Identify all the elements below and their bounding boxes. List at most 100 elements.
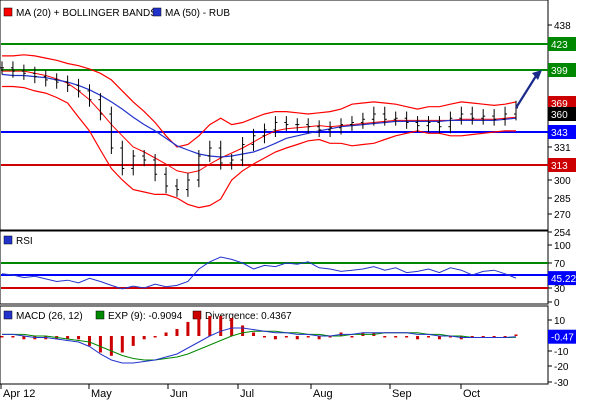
divergence-bar <box>142 336 146 340</box>
level-label-343-box <box>548 125 576 139</box>
macd-value-label-box <box>548 329 576 344</box>
divergence-bar <box>416 336 420 340</box>
divergence-bar <box>262 336 266 338</box>
legend-swatch-rsi <box>3 235 13 245</box>
month-label-6: Oct <box>463 388 480 400</box>
series-ma50 <box>1 73 517 158</box>
divergence-bar <box>295 336 299 340</box>
series-upper-band <box>2 54 517 148</box>
legend-label-divergence: Divergence: 0.4367 <box>205 311 292 322</box>
price-legend: MA (20) + BOLLINGER BANDS MA (50) - RUB <box>3 7 230 19</box>
price-tick-label: 254 <box>554 228 571 239</box>
macd-panel-frame <box>0 305 549 385</box>
month-label-2: Jun <box>170 388 188 400</box>
projection-arrow-shaft <box>515 75 537 109</box>
series-ma20 <box>2 70 517 174</box>
rsi-value-label-text: 45.22 <box>551 274 576 285</box>
price-tick-label: 270 <box>554 210 571 221</box>
divergence-bar <box>481 336 485 338</box>
level-label-399-box <box>548 63 576 77</box>
series-rsi <box>1 256 517 290</box>
divergence-bar <box>306 336 310 338</box>
divergence-bar <box>427 336 431 338</box>
macd-tick-label: -10 <box>554 347 569 358</box>
divergence-bar <box>383 336 387 338</box>
axis-layer: 43833130028527025410070300100-10-20-3042… <box>548 21 576 389</box>
marker-label-360-box <box>548 107 576 121</box>
macd-legend: MACD (26, 12) EXP (9): -0.9094 Divergenc… <box>3 310 292 322</box>
rsi-tick-label: 100 <box>554 241 571 252</box>
divergence-bar <box>503 336 507 338</box>
macd-tick-label: -20 <box>554 362 569 373</box>
divergence-bar <box>394 336 398 338</box>
price-tick-label: 331 <box>554 143 571 154</box>
divergence-bar <box>405 336 409 338</box>
divergence-bar <box>197 318 201 336</box>
divergence-bar <box>109 336 113 356</box>
divergence-bar <box>437 336 441 340</box>
divergence-bar <box>317 336 321 340</box>
price-tick-label: 285 <box>554 194 571 205</box>
month-label-5: Sep <box>392 388 412 400</box>
legend-label-bollinger: MA (20) + BOLLINGER BANDS <box>16 8 157 19</box>
macd-tick-label: -30 <box>554 378 569 389</box>
divergence-bar <box>273 336 277 340</box>
series-macd <box>2 327 517 364</box>
macd-tick-label: 10 <box>554 316 566 327</box>
rsi-tick-label: 0 <box>554 298 560 309</box>
legend-label-rsi: RSI <box>16 236 33 247</box>
divergence-bar <box>66 336 70 340</box>
macd-value-label-text: -0.47 <box>551 333 574 344</box>
divergence-bar <box>219 316 223 336</box>
divergence-bar <box>153 336 157 338</box>
month-label-0: Apr 12 <box>3 388 35 400</box>
divergence-bar <box>77 336 81 340</box>
rsi-legend: RSI <box>3 235 33 247</box>
level-label-313-box <box>548 158 576 172</box>
divergence-bar <box>22 336 26 340</box>
level-label-423-box <box>548 37 576 51</box>
legend-swatch-bollinger <box>3 7 13 17</box>
divergence-bar <box>87 336 91 346</box>
marker-label-369-text: 369 <box>551 99 568 110</box>
level-label-313-text: 313 <box>551 161 568 172</box>
marker-label-369-box <box>548 96 576 110</box>
level-label-423-text: 423 <box>551 40 568 51</box>
divergence-bar <box>131 336 135 346</box>
price-tick-label: 438 <box>554 21 571 32</box>
divergence-bar <box>252 332 256 336</box>
rsi-value-label-box <box>548 271 576 286</box>
rsi-panel-frame <box>0 230 549 305</box>
legend-label-macd: MACD (26, 12) <box>16 311 83 322</box>
price-tick-label: 300 <box>554 176 571 187</box>
legend-swatch-exp <box>95 310 105 320</box>
divergence-bar <box>175 328 179 336</box>
divergence-bar <box>328 336 332 338</box>
legend-swatch-macd <box>3 310 13 320</box>
divergence-bar <box>11 336 15 338</box>
divergence-bar <box>350 336 354 338</box>
rsi-tick-label: 30 <box>554 284 566 295</box>
legend-swatch-ma50 <box>152 7 162 17</box>
divergence-bar <box>514 334 518 336</box>
level-label-343-text: 343 <box>551 128 568 139</box>
macd-plot-layer <box>0 316 518 364</box>
divergence-bar <box>208 316 212 336</box>
projection-arrow-head <box>532 70 542 80</box>
legend-swatch-divergence <box>192 310 202 320</box>
marker-label-360-text: 360 <box>551 110 568 121</box>
divergence-bar <box>241 325 245 336</box>
legend-label-ma50: MA (50) - RUB <box>165 8 230 19</box>
divergence-bar <box>186 321 190 336</box>
month-label-4: Aug <box>313 388 333 400</box>
month-axis: Apr 12 May Jun Jul Aug Sep Oct <box>0 384 480 400</box>
month-label-1: May <box>91 388 112 400</box>
rsi-tick-label: 70 <box>554 259 566 270</box>
price-plot-layer <box>0 43 548 209</box>
level-label-399-text: 399 <box>551 66 568 77</box>
divergence-bar <box>492 336 496 338</box>
month-label-3: Jul <box>240 388 254 400</box>
divergence-bar <box>98 336 102 353</box>
